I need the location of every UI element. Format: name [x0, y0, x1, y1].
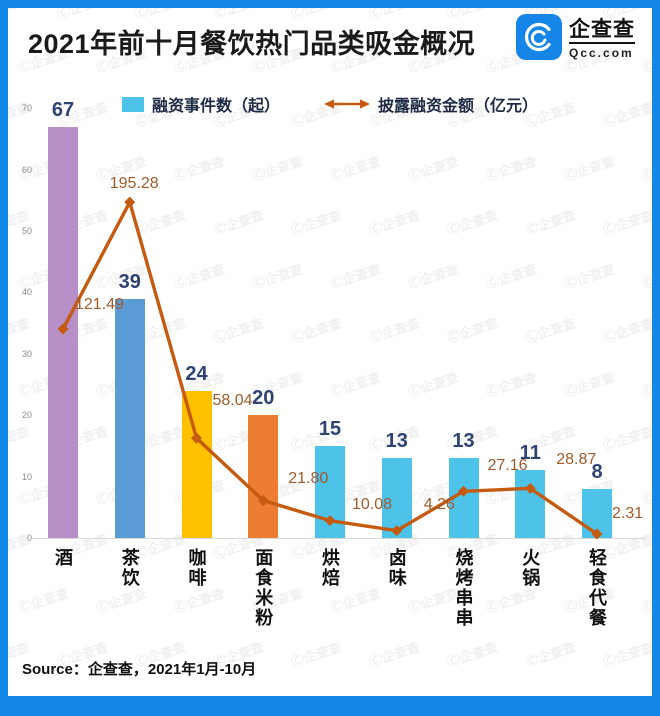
bar-面食米粉: [248, 415, 279, 538]
line-value-label: 27.16: [487, 457, 528, 475]
y-axis-tick: 40: [21, 287, 32, 298]
bar-value-label: 13: [452, 430, 475, 453]
page-title: 2021年前十月餐饮热门品类吸金概况: [28, 29, 476, 59]
qcc-logo-icon: [516, 14, 562, 60]
line-value-label: 10.08: [352, 495, 393, 513]
x-axis-label-火锅: 火锅: [520, 548, 541, 588]
x-axis-label-酒: 酒: [53, 548, 73, 568]
line-series: [57, 196, 603, 540]
y-axis-tick: 70: [21, 103, 32, 114]
legend: 融资事件数（起） 披露融资金额（亿元）: [8, 92, 652, 116]
y-axis-tick: 10: [21, 471, 32, 482]
x-axis-label-烧烤串串: 烧烤串串: [453, 548, 474, 628]
bar-value-label: 67: [51, 98, 75, 121]
qcc-logo: 企查查 Qcc.com: [516, 14, 635, 60]
bar-series-swatch: [121, 96, 144, 112]
line-value-label: 21.80: [288, 469, 329, 487]
line-value-label: 4.26: [423, 495, 455, 513]
bar-酒: [48, 126, 78, 538]
bar-火锅: [515, 470, 546, 538]
logo-name: 企查查: [569, 18, 635, 44]
bar-咖啡: [181, 390, 212, 538]
y-axis-tick: 50: [21, 226, 32, 236]
line-point-marker: [124, 196, 136, 208]
legend-item-bars: 融资事件数（起）: [121, 92, 280, 116]
bar-茶饮: [114, 298, 145, 538]
bar-value-label: 13: [385, 430, 408, 453]
y-axis-tick: 30: [21, 348, 32, 359]
line-value-label: 195.28: [109, 175, 159, 193]
bar-value-label: 15: [318, 417, 342, 440]
y-axis-tick: 20: [21, 410, 32, 421]
x-axis-label-茶饮: 茶饮: [119, 548, 140, 588]
x-axis-label-轻食代餐: 轻食代餐: [587, 548, 607, 628]
line-value-label: 121.49: [75, 296, 124, 314]
line-value-label: 2.31: [612, 505, 644, 523]
y-axis-tick: 0: [26, 533, 32, 543]
x-axis-line: [32, 538, 646, 539]
bar-轻食代餐: [582, 488, 612, 538]
source-note: Source：企查查，2021年1月-10月: [22, 661, 257, 678]
line-value-label: 28.87: [556, 451, 597, 469]
qcc-logo-text: 企查查 Qcc.com: [569, 14, 635, 60]
y-axis-tick: 60: [21, 164, 32, 175]
x-axis-label-咖啡: 咖啡: [186, 548, 207, 588]
bar-烘焙: [315, 445, 345, 538]
line-value-label: 58.04: [212, 392, 253, 410]
bar-value-label: 24: [185, 362, 208, 385]
bar-value-label: 39: [118, 270, 141, 293]
line-series-label: 披露融资金额（亿元）: [378, 98, 539, 115]
x-axis-label-面食米粉: 面食米粉: [253, 548, 274, 628]
legend-item-line: 披露融资金额（亿元）: [324, 92, 538, 116]
x-axis-label-卤味: 卤味: [386, 548, 407, 588]
bar-series-label: 融资事件数（起）: [151, 98, 280, 115]
chart-area: 0 10 20 30 40 50 60 70 67 酒 39 茶饮 24 咖啡 20 面食米粉 15 烘焙 13 卤味…: [8, 8, 652, 696]
x-axis-label-烘焙: 烘焙: [320, 548, 340, 588]
logo-domain: Qcc.com: [569, 46, 634, 60]
line-series-symbol-icon: [324, 99, 370, 109]
